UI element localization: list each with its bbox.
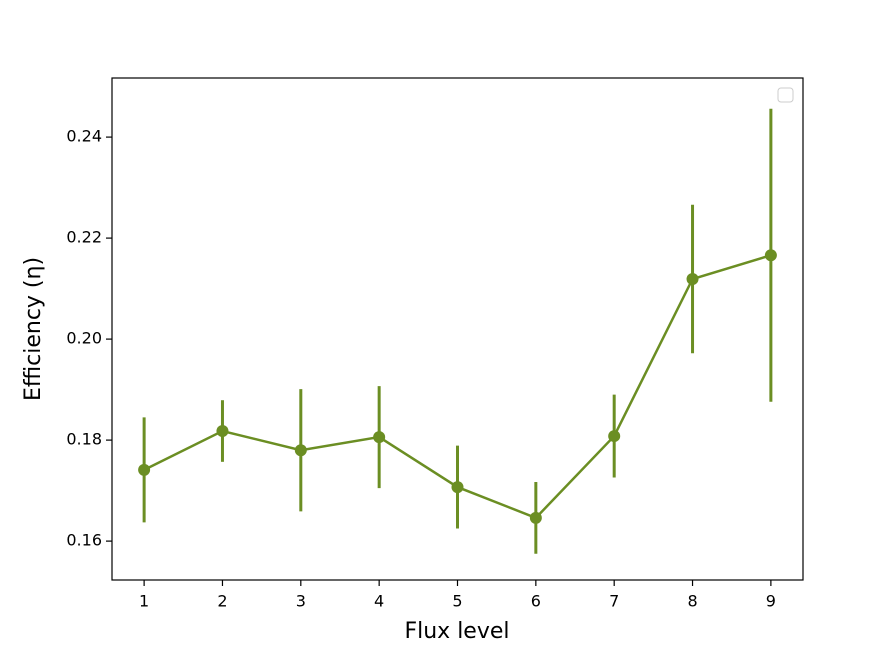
point [451, 481, 464, 494]
y-tick-label: 0.16 [66, 531, 102, 550]
x-tick-label: 7 [609, 592, 619, 611]
x-tick-label: 1 [139, 592, 149, 611]
y-tick-label: 0.24 [66, 127, 102, 146]
point [216, 425, 229, 438]
x-tick-label: 8 [687, 592, 697, 611]
point [373, 431, 386, 444]
point [608, 430, 621, 443]
point [138, 463, 151, 476]
point [686, 273, 699, 286]
x-tick-label: 2 [217, 592, 227, 611]
y-axis-label: Efficiency (η) [21, 257, 46, 401]
x-tick-label: 6 [531, 592, 541, 611]
x-axis-label: Flux level [404, 619, 509, 644]
x-tick-label: 5 [452, 592, 462, 611]
point [294, 444, 307, 457]
y-tick-label: 0.22 [66, 228, 102, 247]
y-tick-label: 0.18 [66, 430, 102, 449]
legend [777, 87, 794, 103]
x-tick-label: 9 [766, 592, 776, 611]
plot-frame [111, 77, 804, 581]
point [764, 249, 777, 262]
x-tick-label: 4 [374, 592, 384, 611]
x-tick-label: 3 [296, 592, 306, 611]
point [529, 511, 542, 524]
y-tick-label: 0.20 [66, 329, 102, 348]
